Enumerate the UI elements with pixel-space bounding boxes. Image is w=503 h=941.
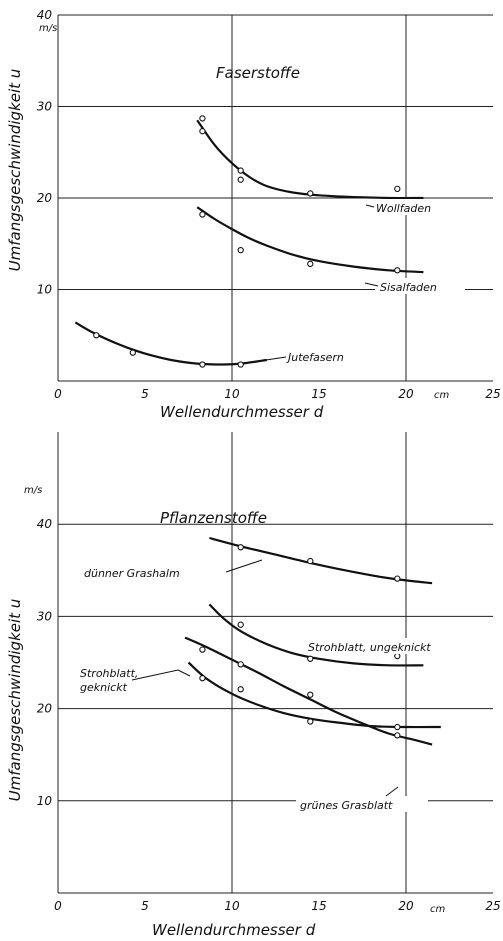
data-point [129,349,136,356]
data-point [237,176,244,183]
data-point [394,185,401,192]
x-tick-label: 20 [398,387,414,401]
data-point [394,652,401,660]
data-point [237,686,244,693]
tick-labels: 0 5 10 15 20 25 10 20 30 40 [37,8,501,401]
data-point [237,621,244,628]
y-tick-label: 10 [37,794,53,808]
leader-sisalfaden [364,282,379,287]
y-tick-label: 30 [37,100,53,114]
data-point [237,361,244,368]
data-point [307,691,314,698]
chart-title: Pflanzenstoffe [160,509,267,527]
y-tick-label: 20 [37,191,53,205]
data-point [307,718,314,725]
leader-grashalm [225,559,263,573]
series-curve-2 [74,321,267,366]
data-point [307,260,314,268]
y-tick-label: 10 [37,283,53,297]
series-label-wollfaden: Wollfaden [376,202,431,215]
y-axis-label: Umfangsgeschwindigkeit u [6,599,24,802]
series-curve-1 [208,603,424,667]
series-label-strohblatt-geknickt: Strohblatt, geknickt [80,667,142,694]
y-unit-label: m/s [39,23,57,34]
x-axis-label: Wellendurchmesser d [160,403,324,421]
leader-strohblatt-geknickt [131,669,191,681]
data-point [199,646,206,653]
series-label-gruenes-grasblatt: grünes Grasblatt [300,799,393,812]
x-tick-label: 10 [224,899,240,913]
x-tick-label: 5 [141,899,149,913]
data-point [237,544,244,551]
data-point [199,211,206,218]
y-tick-label: 30 [37,609,53,623]
data-point [307,190,314,197]
x-unit-label: cm [430,904,445,915]
series-curve-0 [196,119,424,200]
data-point [394,575,401,582]
chart-pflanzenstoffe: 0 5 10 15 20 25 10 20 30 40 Pflanzenstoffe m/s cm… [6,432,501,939]
data-point [237,167,244,174]
data-point [394,732,401,739]
x-tick-label: 10 [224,387,240,401]
curves [74,119,424,366]
data-point [237,661,244,668]
x-unit-label: cm [434,390,449,401]
series-label-line1: Strohblatt, [80,667,138,680]
grid [57,14,493,382]
data-point [199,115,206,122]
y-tick-label: 40 [37,517,53,531]
data-point [307,655,314,662]
x-tick-label: 15 [311,899,326,913]
data-point [199,675,206,682]
leader-wollfaden [365,204,375,208]
y-tick-label: 40 [37,8,53,22]
series-curve-3 [187,661,441,729]
leader-grasblatt [385,786,399,797]
series-curve-1 [196,206,424,274]
data-point [199,128,206,135]
tick-labels: 0 5 10 15 20 25 10 20 30 40 [37,517,501,913]
x-tick-label: 25 [485,387,500,401]
x-axis-label: Wellendurchmesser d [152,921,316,939]
series-label-jutefasern: Jutefasern [286,351,344,364]
y-axis-label: Umfangsgeschwindigkeit u [6,69,24,272]
grid [57,432,493,894]
series-label-strohblatt-ungeknickt: Strohblatt, ungeknickt [308,641,431,654]
data-point [199,361,206,368]
x-tick-label: 25 [485,899,500,913]
x-tick-label: 5 [141,387,149,401]
x-tick-label: 15 [311,387,326,401]
chart-faserstoffe: 0 5 10 15 20 25 10 20 30 40 Faserstoffe m/s cm Um… [6,8,501,421]
series-label-sisalfaden: Sisalfaden [380,281,437,294]
leader-jutefasern [265,356,287,361]
data-point [394,267,401,274]
series-label-duenner-grashalm: dünner Grashalm [84,567,180,580]
y-tick-label: 20 [37,702,53,716]
data-point [307,557,314,565]
data-points [199,544,401,739]
data-point [237,247,244,254]
x-tick-label: 20 [398,899,414,913]
x-tick-label: 0 [54,387,62,401]
series-label-line2: geknickt [80,681,128,694]
x-tick-label: 0 [54,899,62,913]
y-unit-label: m/s [24,485,42,496]
data-point [93,332,100,339]
data-points [93,115,401,368]
chart-title: Faserstoffe [216,64,300,82]
data-point [394,723,401,731]
